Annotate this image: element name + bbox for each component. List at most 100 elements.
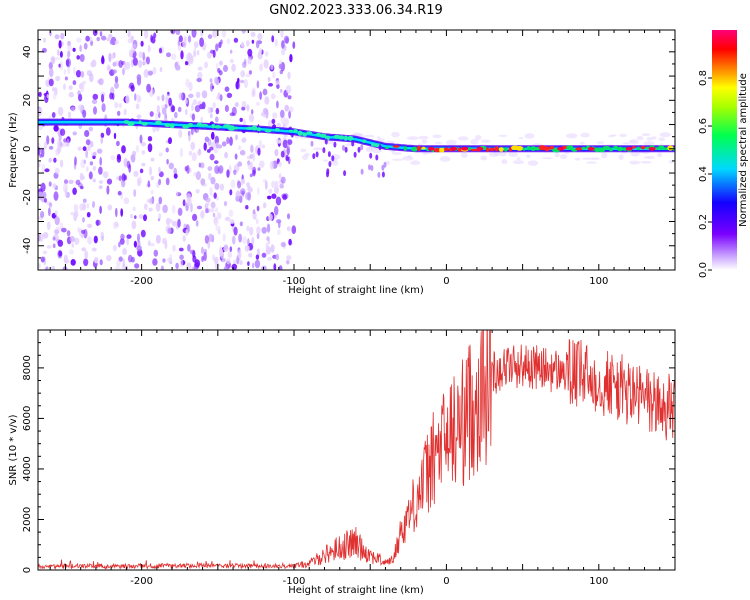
noise-blob <box>136 94 141 103</box>
noise-blob <box>188 93 194 98</box>
noise-blob <box>63 254 68 264</box>
noise-blob <box>63 68 67 75</box>
ridge-tail <box>328 161 332 167</box>
noise-blob <box>83 258 89 267</box>
noise-blob <box>44 198 47 203</box>
noise-blob <box>209 208 215 213</box>
noise-blob <box>183 36 187 42</box>
ridge-tail <box>377 171 381 178</box>
noise-blob <box>249 173 253 178</box>
noise-blob <box>274 38 278 47</box>
noise-blob <box>118 256 123 262</box>
noise-blob <box>136 114 142 120</box>
noise-blob <box>138 59 143 68</box>
noise-blob <box>125 61 131 70</box>
noise-blob <box>134 215 137 220</box>
noise-blob <box>247 187 253 193</box>
noise-blob <box>58 250 63 257</box>
noise-blob <box>79 54 85 62</box>
noise-blob <box>69 235 76 243</box>
noise-blob <box>54 56 60 61</box>
noise-blob <box>541 157 554 160</box>
noise-blob <box>86 166 89 173</box>
noise-blob <box>166 158 169 165</box>
noise-blob <box>232 235 236 245</box>
ridge-peak <box>256 127 262 132</box>
noise-blob <box>171 220 178 227</box>
ridge-peak <box>450 147 458 151</box>
noise-blob <box>155 234 161 244</box>
noise-blob <box>106 185 110 195</box>
ridge-peak <box>461 147 469 151</box>
noise-blob <box>231 263 238 270</box>
noise-blob <box>262 202 267 209</box>
noise-blob <box>284 104 290 112</box>
noise-blob <box>74 156 77 166</box>
ridge-tail <box>381 171 385 178</box>
noise-blob <box>41 163 46 173</box>
noise-blob <box>116 155 122 163</box>
ridge-tail <box>310 140 314 147</box>
y-tick-label: 0 <box>22 146 33 152</box>
noise-blob <box>120 208 124 217</box>
noise-blob <box>185 228 189 237</box>
ridge-tail <box>327 151 331 158</box>
noise-blob <box>138 214 144 219</box>
noise-blob <box>565 133 578 139</box>
noise-blob <box>184 99 188 104</box>
noise-blob <box>92 151 97 156</box>
noise-blob <box>221 141 227 147</box>
ridge-peak <box>338 135 345 140</box>
ridge-peak <box>522 147 526 151</box>
noise-blob <box>226 169 230 178</box>
noise-blob <box>112 69 117 74</box>
x-tick-label: 0 <box>443 576 449 587</box>
noise-blob <box>118 175 122 182</box>
noise-blob <box>240 178 244 186</box>
noise-blob <box>264 96 270 105</box>
noise-blob <box>287 156 291 165</box>
noise-blob <box>246 182 250 188</box>
noise-blob <box>130 154 136 163</box>
noise-blob <box>106 178 113 185</box>
noise-blob <box>81 229 86 234</box>
noise-blob <box>63 138 68 143</box>
noise-blob <box>191 30 197 38</box>
noise-blob <box>580 132 590 138</box>
noise-blob <box>207 240 211 249</box>
ridge-peak <box>141 122 148 126</box>
ridge-tail <box>360 144 364 151</box>
noise-blob <box>138 51 143 59</box>
noise-blob <box>268 213 273 221</box>
noise-blob <box>141 162 146 167</box>
noise-blob <box>187 244 191 252</box>
noise-blob <box>121 145 126 154</box>
noise-blob <box>209 78 213 83</box>
noise-blob <box>312 147 324 151</box>
ridge-peak <box>667 145 674 151</box>
noise-blob <box>209 186 213 197</box>
noise-blob <box>345 143 357 147</box>
noise-blob <box>250 144 254 153</box>
noise-blob <box>231 63 236 72</box>
ridge-tail <box>357 146 361 153</box>
ridge-peak <box>609 147 613 152</box>
noise-blob <box>178 35 183 43</box>
noise-blob <box>215 62 219 70</box>
noise-blob <box>259 63 264 72</box>
noise-blob <box>152 258 158 266</box>
noise-blob <box>110 53 115 60</box>
noise-blob <box>42 37 47 43</box>
noise-blob <box>92 201 95 208</box>
noise-blob <box>641 133 651 137</box>
noise-blob <box>207 106 211 114</box>
noise-blob <box>86 203 90 209</box>
noise-blob <box>199 37 205 47</box>
ridge-tail <box>360 168 364 175</box>
noise-blob <box>238 233 243 243</box>
noise-blob <box>57 145 61 154</box>
noise-blob <box>150 189 154 195</box>
noise-blob <box>207 34 213 39</box>
